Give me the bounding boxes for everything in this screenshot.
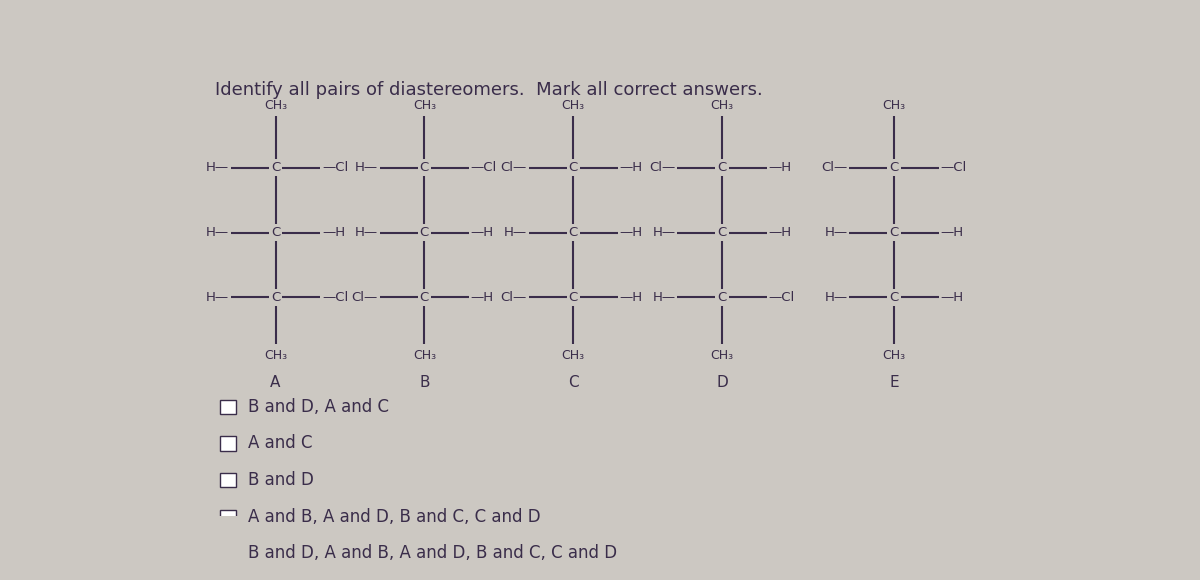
Text: —H: —H: [941, 291, 964, 304]
FancyBboxPatch shape: [220, 546, 236, 560]
Text: Cl—: Cl—: [352, 291, 378, 304]
Text: H—: H—: [355, 226, 378, 239]
Text: —H: —H: [619, 291, 643, 304]
Text: H—: H—: [206, 291, 229, 304]
Text: B and D, A and C: B and D, A and C: [247, 398, 389, 416]
Text: CH₃: CH₃: [710, 349, 733, 362]
FancyBboxPatch shape: [220, 436, 236, 451]
Text: H—: H—: [206, 226, 229, 239]
Text: C: C: [271, 161, 280, 175]
Text: C: C: [718, 291, 726, 304]
Text: —H: —H: [941, 226, 964, 239]
Text: —Cl: —Cl: [322, 161, 348, 175]
Text: CH₃: CH₃: [264, 99, 287, 112]
Text: H—: H—: [206, 161, 229, 175]
Text: —H: —H: [768, 226, 792, 239]
Text: H—: H—: [653, 291, 676, 304]
Text: E: E: [889, 375, 899, 390]
FancyBboxPatch shape: [220, 400, 236, 414]
Text: A: A: [270, 375, 281, 390]
Text: CH₃: CH₃: [562, 99, 584, 112]
Text: Cl—: Cl—: [500, 161, 527, 175]
Text: B and D: B and D: [247, 471, 313, 489]
Text: C: C: [569, 161, 577, 175]
Text: Cl—: Cl—: [821, 161, 847, 175]
Text: —H: —H: [619, 226, 643, 239]
Text: C: C: [420, 226, 428, 239]
Text: H—: H—: [355, 161, 378, 175]
Text: C: C: [889, 161, 899, 175]
Text: —Cl: —Cl: [768, 291, 794, 304]
Text: A and C: A and C: [247, 434, 312, 452]
Text: Cl—: Cl—: [500, 291, 527, 304]
Text: C: C: [569, 226, 577, 239]
Text: C: C: [889, 226, 899, 239]
Text: A and B, A and D, B and C, C and D: A and B, A and D, B and C, C and D: [247, 508, 540, 525]
Text: H—: H—: [504, 226, 527, 239]
Text: C: C: [420, 161, 428, 175]
Text: CH₃: CH₃: [413, 99, 436, 112]
Text: CH₃: CH₃: [710, 99, 733, 112]
Text: H—: H—: [653, 226, 676, 239]
Text: Cl—: Cl—: [649, 161, 676, 175]
Text: —Cl: —Cl: [941, 161, 967, 175]
Text: —H: —H: [619, 161, 643, 175]
Text: B: B: [419, 375, 430, 390]
Text: C: C: [568, 375, 578, 390]
Text: CH₃: CH₃: [413, 349, 436, 362]
Text: CH₃: CH₃: [562, 349, 584, 362]
Text: —H: —H: [768, 161, 792, 175]
FancyBboxPatch shape: [220, 509, 236, 524]
Text: —Cl: —Cl: [470, 161, 497, 175]
Text: C: C: [889, 291, 899, 304]
Text: C: C: [718, 226, 726, 239]
Text: —Cl: —Cl: [322, 291, 348, 304]
Text: CH₃: CH₃: [882, 99, 906, 112]
Text: —H: —H: [470, 226, 494, 239]
Text: D: D: [716, 375, 728, 390]
FancyBboxPatch shape: [220, 473, 236, 487]
Text: —H: —H: [322, 226, 346, 239]
Text: C: C: [420, 291, 428, 304]
Text: —H: —H: [470, 291, 494, 304]
Text: H—: H—: [824, 226, 847, 239]
Text: B and D, A and B, A and D, B and C, C and D: B and D, A and B, A and D, B and C, C an…: [247, 544, 617, 562]
Text: Identify all pairs of diastereomers.  Mark all correct answers.: Identify all pairs of diastereomers. Mar…: [215, 81, 763, 99]
Text: CH₃: CH₃: [264, 349, 287, 362]
Text: C: C: [569, 291, 577, 304]
Text: C: C: [271, 226, 280, 239]
Text: H—: H—: [824, 291, 847, 304]
Text: CH₃: CH₃: [882, 349, 906, 362]
Text: C: C: [718, 161, 726, 175]
Text: C: C: [271, 291, 280, 304]
